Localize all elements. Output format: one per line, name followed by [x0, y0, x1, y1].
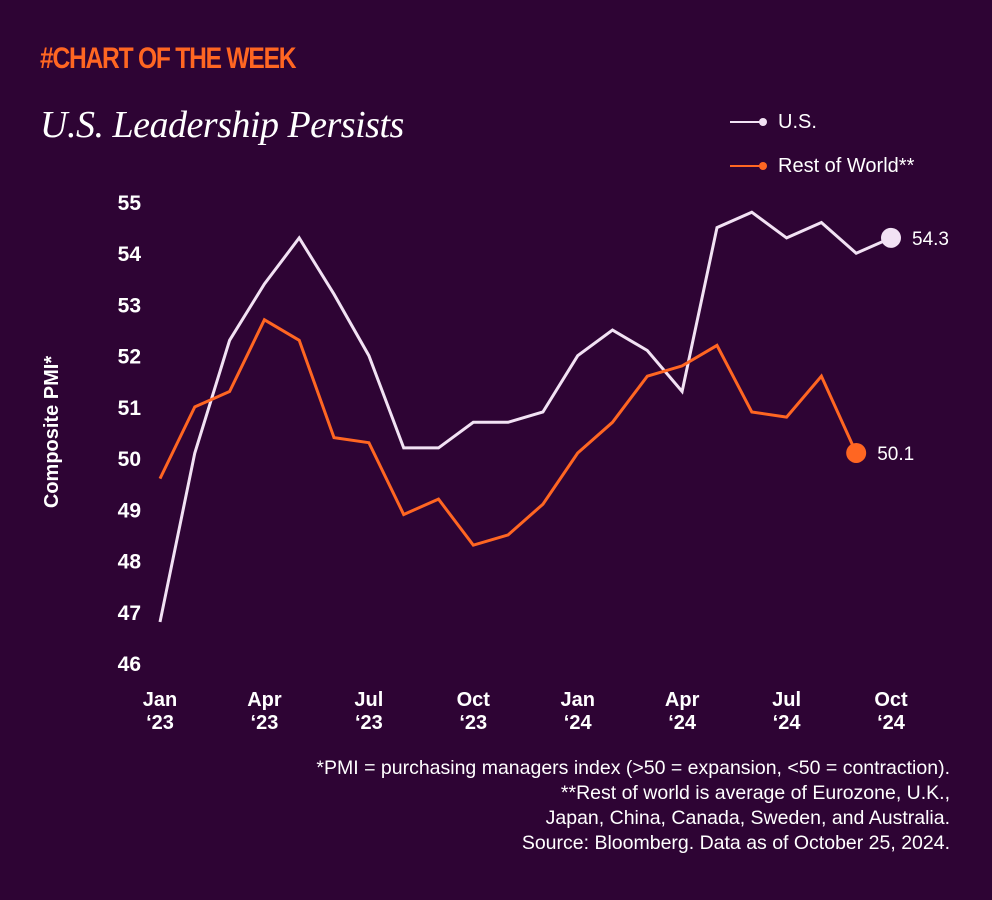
end-value-label-us: 54.3	[912, 229, 949, 250]
end-marker-row	[846, 442, 867, 463]
y-tick-label: 54	[118, 243, 142, 266]
x-tick-label: Jul	[354, 689, 383, 711]
x-tick-label: ‘23	[146, 712, 174, 734]
x-tick-label: ‘24	[564, 712, 593, 734]
chart-title: U.S. Leadership Persists	[40, 104, 404, 146]
footnote-row-1: **Rest of world is average of Eurozone, …	[560, 782, 950, 804]
legend-item-row: Rest of World**	[730, 144, 914, 188]
x-tick-label: Oct	[457, 689, 491, 711]
legend-swatch-us	[730, 118, 767, 126]
y-tick-label: 48	[118, 551, 142, 574]
end-value-label-row: 50.1	[877, 444, 914, 465]
x-tick-label: ‘23	[355, 712, 383, 734]
y-tick-label: 53	[118, 294, 141, 317]
x-tick-label: ‘24	[668, 712, 697, 734]
x-tick-label: Jul	[772, 689, 801, 711]
legend-label-row: Rest of World**	[778, 154, 915, 177]
y-tick-label: 49	[118, 499, 141, 522]
x-tick-label: Jan	[560, 689, 594, 711]
x-tick-label: ‘24	[877, 712, 906, 734]
x-tick-label: Apr	[665, 689, 700, 711]
x-tick-label: ‘23	[459, 712, 487, 734]
x-tick-label: Apr	[247, 689, 282, 711]
y-tick-label: 52	[118, 346, 141, 369]
kicker-label: #CHART OF THE WEEK	[40, 42, 297, 75]
series-line-row	[158, 317, 858, 547]
series-lines: 54.3 50.1	[158, 210, 949, 623]
x-tick-label: ‘24	[773, 712, 802, 734]
x-tick-label: ‘23	[251, 712, 279, 734]
footnote-row-2: Japan, China, Canada, Sweden, and Austra…	[545, 807, 950, 829]
y-tick-label: 50	[118, 448, 141, 471]
legend-label-us: U.S.	[778, 110, 817, 133]
legend-swatch-row	[730, 162, 767, 170]
series-line-us	[158, 210, 892, 623]
y-axis-label: Composite PMI*	[41, 356, 63, 508]
y-tick-label: 51	[118, 397, 142, 420]
x-tick-label: Oct	[874, 689, 908, 711]
footnote-source: Source: Bloomberg. Data as of October 25…	[521, 832, 950, 854]
legend-item-us: U.S.	[730, 100, 914, 144]
x-tick-label: Jan	[143, 689, 177, 711]
footnotes: *PMI = purchasing managers index (>50 = …	[316, 756, 950, 856]
y-tick-label: 55	[118, 192, 142, 215]
y-tick-label: 47	[118, 602, 141, 625]
y-tick-label: 46	[118, 653, 141, 676]
legend: U.S. Rest of World**	[730, 100, 914, 188]
end-marker-us	[881, 227, 901, 248]
x-ticks: Jan‘23Apr‘23Jul‘23Oct‘23Jan‘24Apr‘24Jul‘…	[143, 689, 908, 734]
y-ticks: 55 54 53 52 51 50 49 48 47 46	[118, 192, 142, 676]
footnote-pmi: *PMI = purchasing managers index (>50 = …	[316, 757, 950, 779]
